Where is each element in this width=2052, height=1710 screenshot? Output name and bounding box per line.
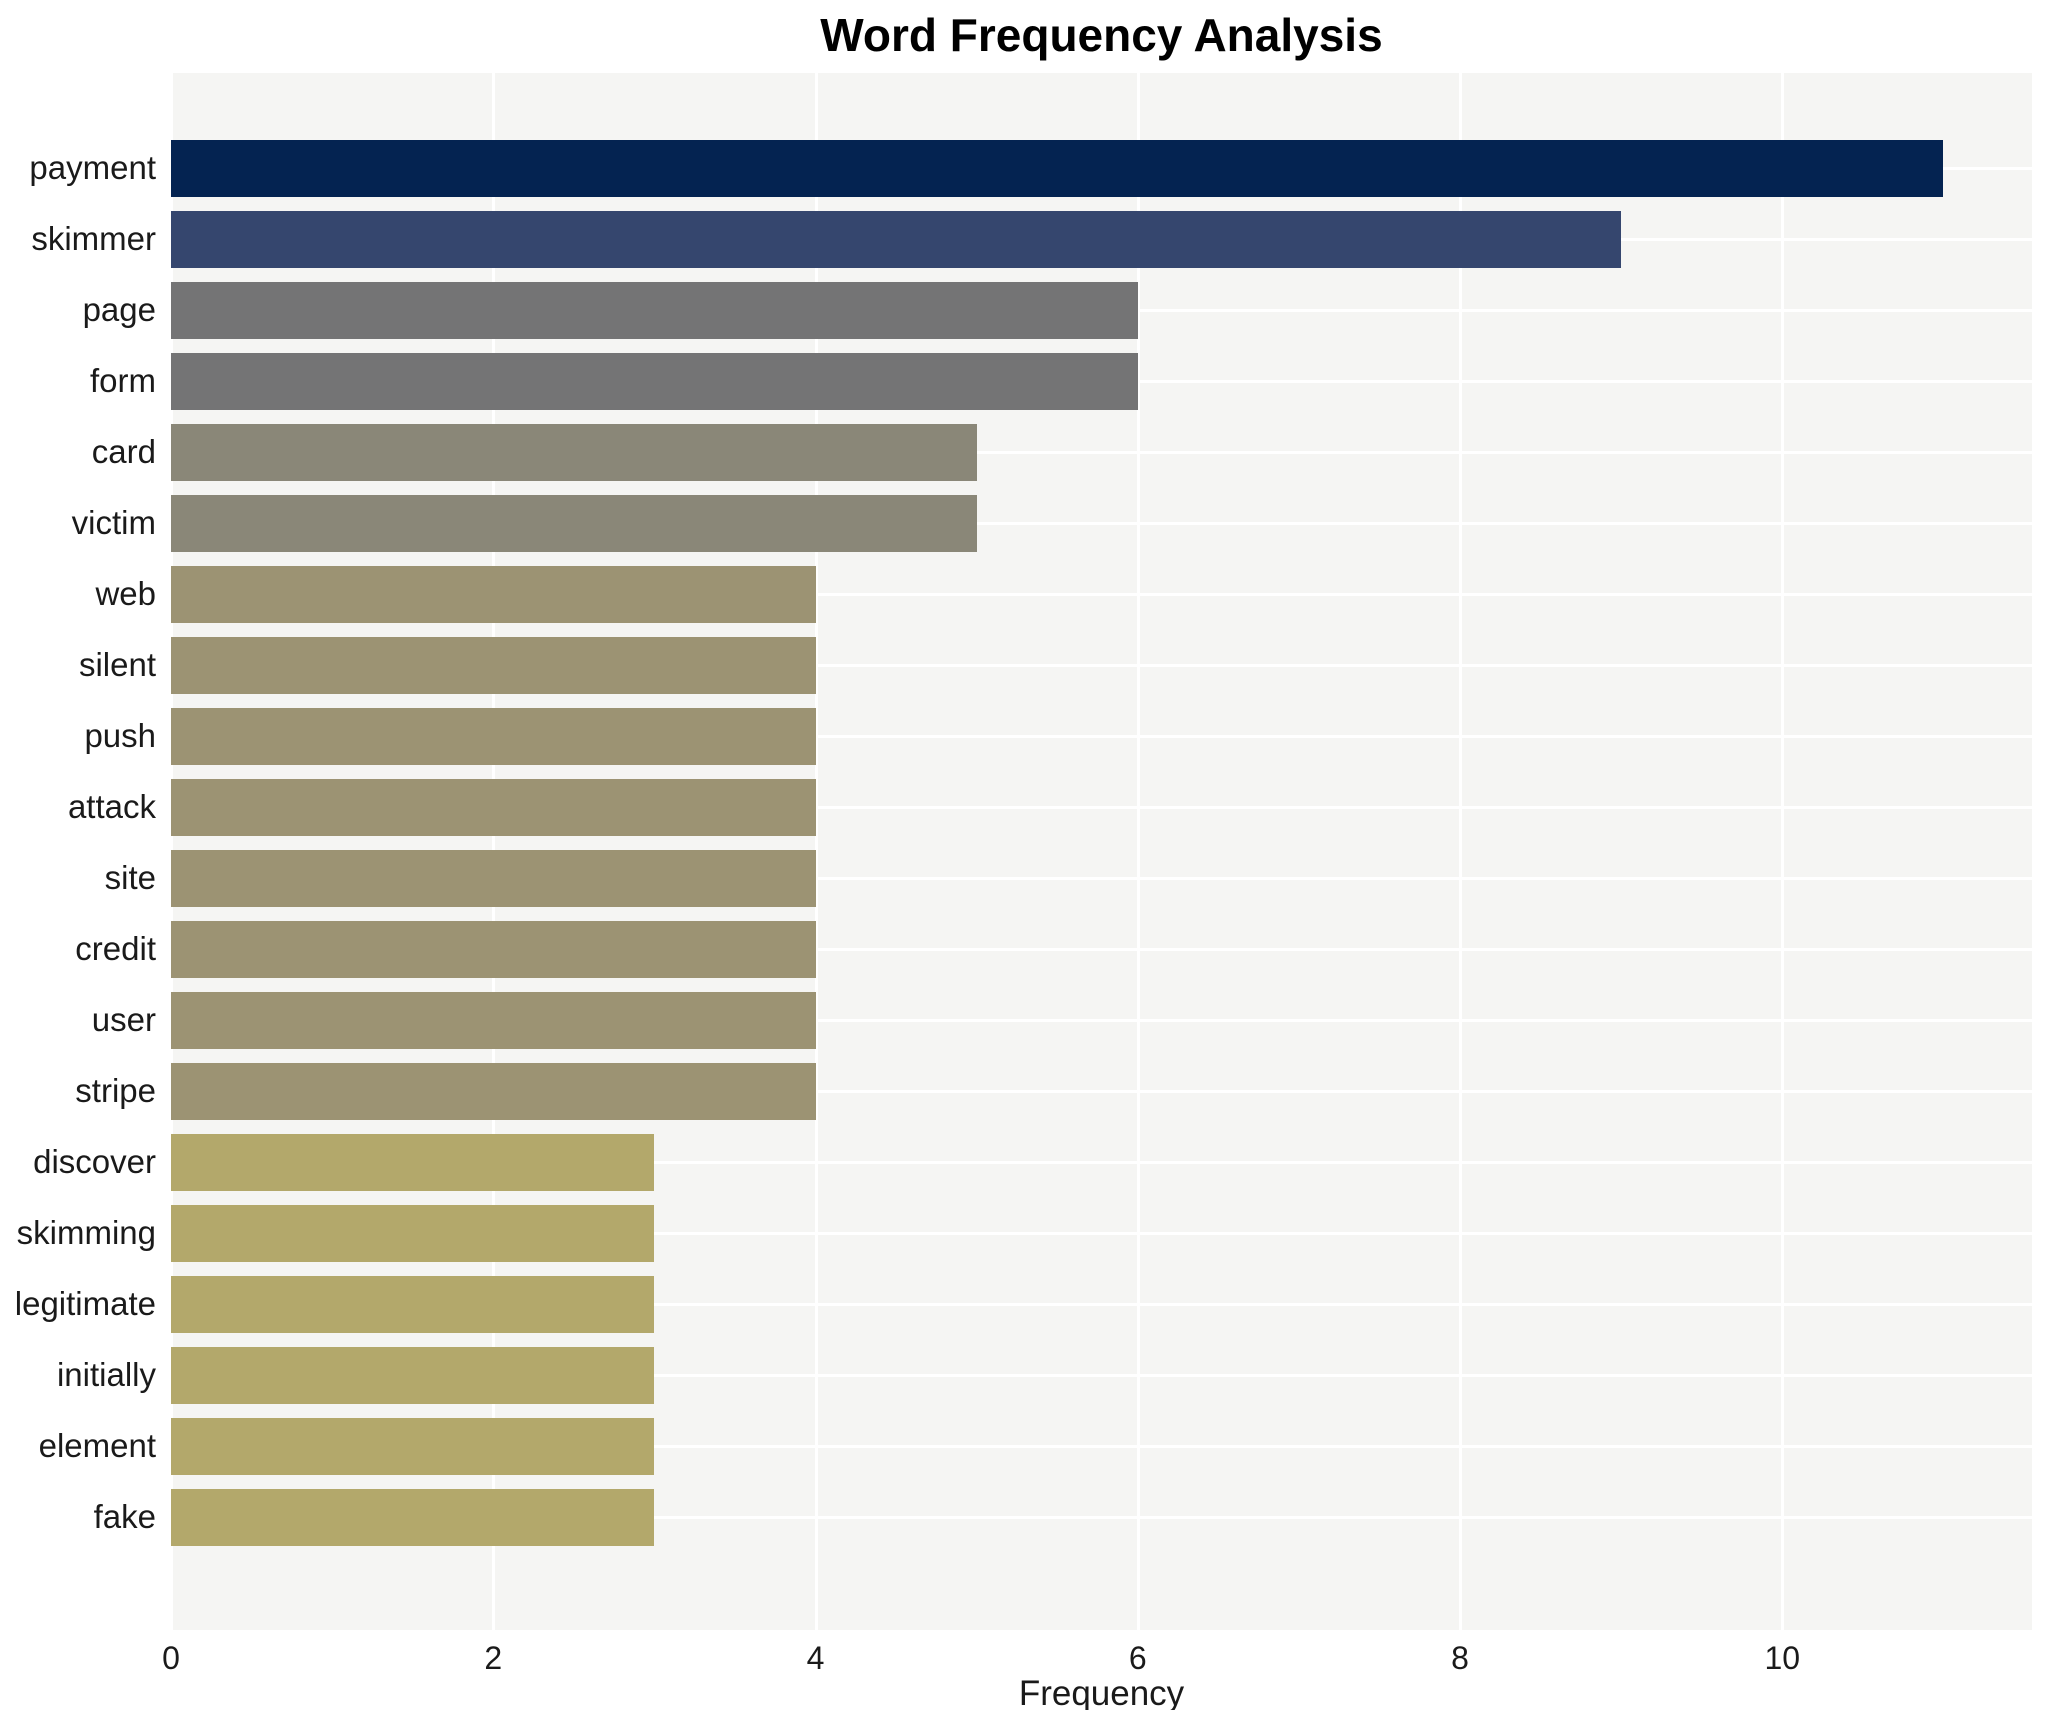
grid-line-horizontal (171, 1232, 2032, 1235)
y-axis-label-fake: fake (93, 1498, 156, 1535)
bar-silent (171, 636, 816, 694)
bar-initially (171, 1346, 655, 1404)
grid-line-horizontal (171, 1161, 2032, 1164)
y-axis-label-element: element (38, 1427, 156, 1464)
y-axis-label-silent: silent (78, 646, 156, 683)
grid-line-vertical (1136, 73, 1140, 1630)
grid-line-horizontal (171, 664, 2032, 667)
x-axis-title: Frequency (1018, 1674, 1185, 1710)
bar-stripe (171, 1062, 816, 1120)
y-axis-label-push: push (84, 717, 156, 754)
bar-credit (171, 920, 816, 978)
bar-victim (171, 494, 977, 552)
bar-card (171, 423, 977, 481)
y-axis-label-form: form (90, 362, 156, 399)
y-axis-label-victim: victim (71, 504, 156, 541)
bar-element (171, 1417, 655, 1475)
bar-discover (171, 1133, 655, 1191)
y-axis-label-skimming: skimming (16, 1214, 156, 1251)
y-axis-label-user: user (91, 1001, 156, 1038)
bar-skimmer (171, 210, 1622, 268)
bar-user (171, 991, 816, 1049)
x-axis-tick-10: 10 (1764, 1640, 1801, 1676)
y-axis-label-credit: credit (75, 930, 156, 967)
grid-line-horizontal (171, 735, 2032, 738)
grid-line-horizontal (171, 948, 2032, 951)
bar-push (171, 707, 816, 765)
grid-line-horizontal (171, 1374, 2032, 1377)
y-axis-label-stripe: stripe (75, 1072, 156, 1109)
y-axis-label-initially: initially (56, 1356, 156, 1393)
y-axis-label-site: site (104, 859, 156, 896)
x-axis-tick-6: 6 (1128, 1640, 1147, 1676)
x-axis-tick-4: 4 (806, 1640, 825, 1676)
grid-line-horizontal (171, 522, 2032, 525)
grid-line-horizontal (171, 1516, 2032, 1519)
bar-site (171, 849, 816, 907)
y-axis-label-payment: payment (29, 149, 156, 186)
y-axis-label-card: card (91, 433, 156, 470)
y-axis-label-attack: attack (67, 788, 156, 825)
bar-fake (171, 1488, 655, 1546)
y-axis-label-web: web (95, 575, 156, 612)
grid-line-horizontal (171, 877, 2032, 880)
x-axis-tick-0: 0 (162, 1640, 180, 1676)
y-axis-label-skimmer: skimmer (31, 220, 156, 257)
chart-title: Word Frequency Analysis (820, 9, 1383, 61)
grid-line-horizontal (171, 451, 2032, 454)
grid-line-horizontal (171, 806, 2032, 809)
y-axis-label-page: page (82, 291, 156, 328)
y-axis-label-legitimate: legitimate (14, 1285, 156, 1322)
grid-line-horizontal (171, 1019, 2032, 1022)
grid-line-vertical (1459, 73, 1462, 1630)
grid-line-horizontal (171, 1445, 2032, 1448)
bar-legitimate (171, 1275, 655, 1333)
grid-line-vertical (814, 73, 818, 1630)
x-axis-tick-2: 2 (484, 1640, 503, 1676)
bar-web (171, 565, 816, 623)
y-axis-label-discover: discover (33, 1143, 156, 1180)
x-axis-tick-8: 8 (1451, 1640, 1469, 1676)
bar-skimming (171, 1204, 655, 1262)
bar-form (171, 352, 1138, 410)
bar-page (171, 281, 1138, 339)
bar-payment (171, 139, 1944, 197)
grid-line-horizontal (171, 1303, 2032, 1306)
grid-line-vertical (1781, 73, 1785, 1630)
plot-area (170, 73, 2032, 1630)
grid-line-horizontal (171, 1090, 2032, 1093)
grid-line-horizontal (171, 593, 2032, 596)
bar-attack (171, 778, 816, 836)
